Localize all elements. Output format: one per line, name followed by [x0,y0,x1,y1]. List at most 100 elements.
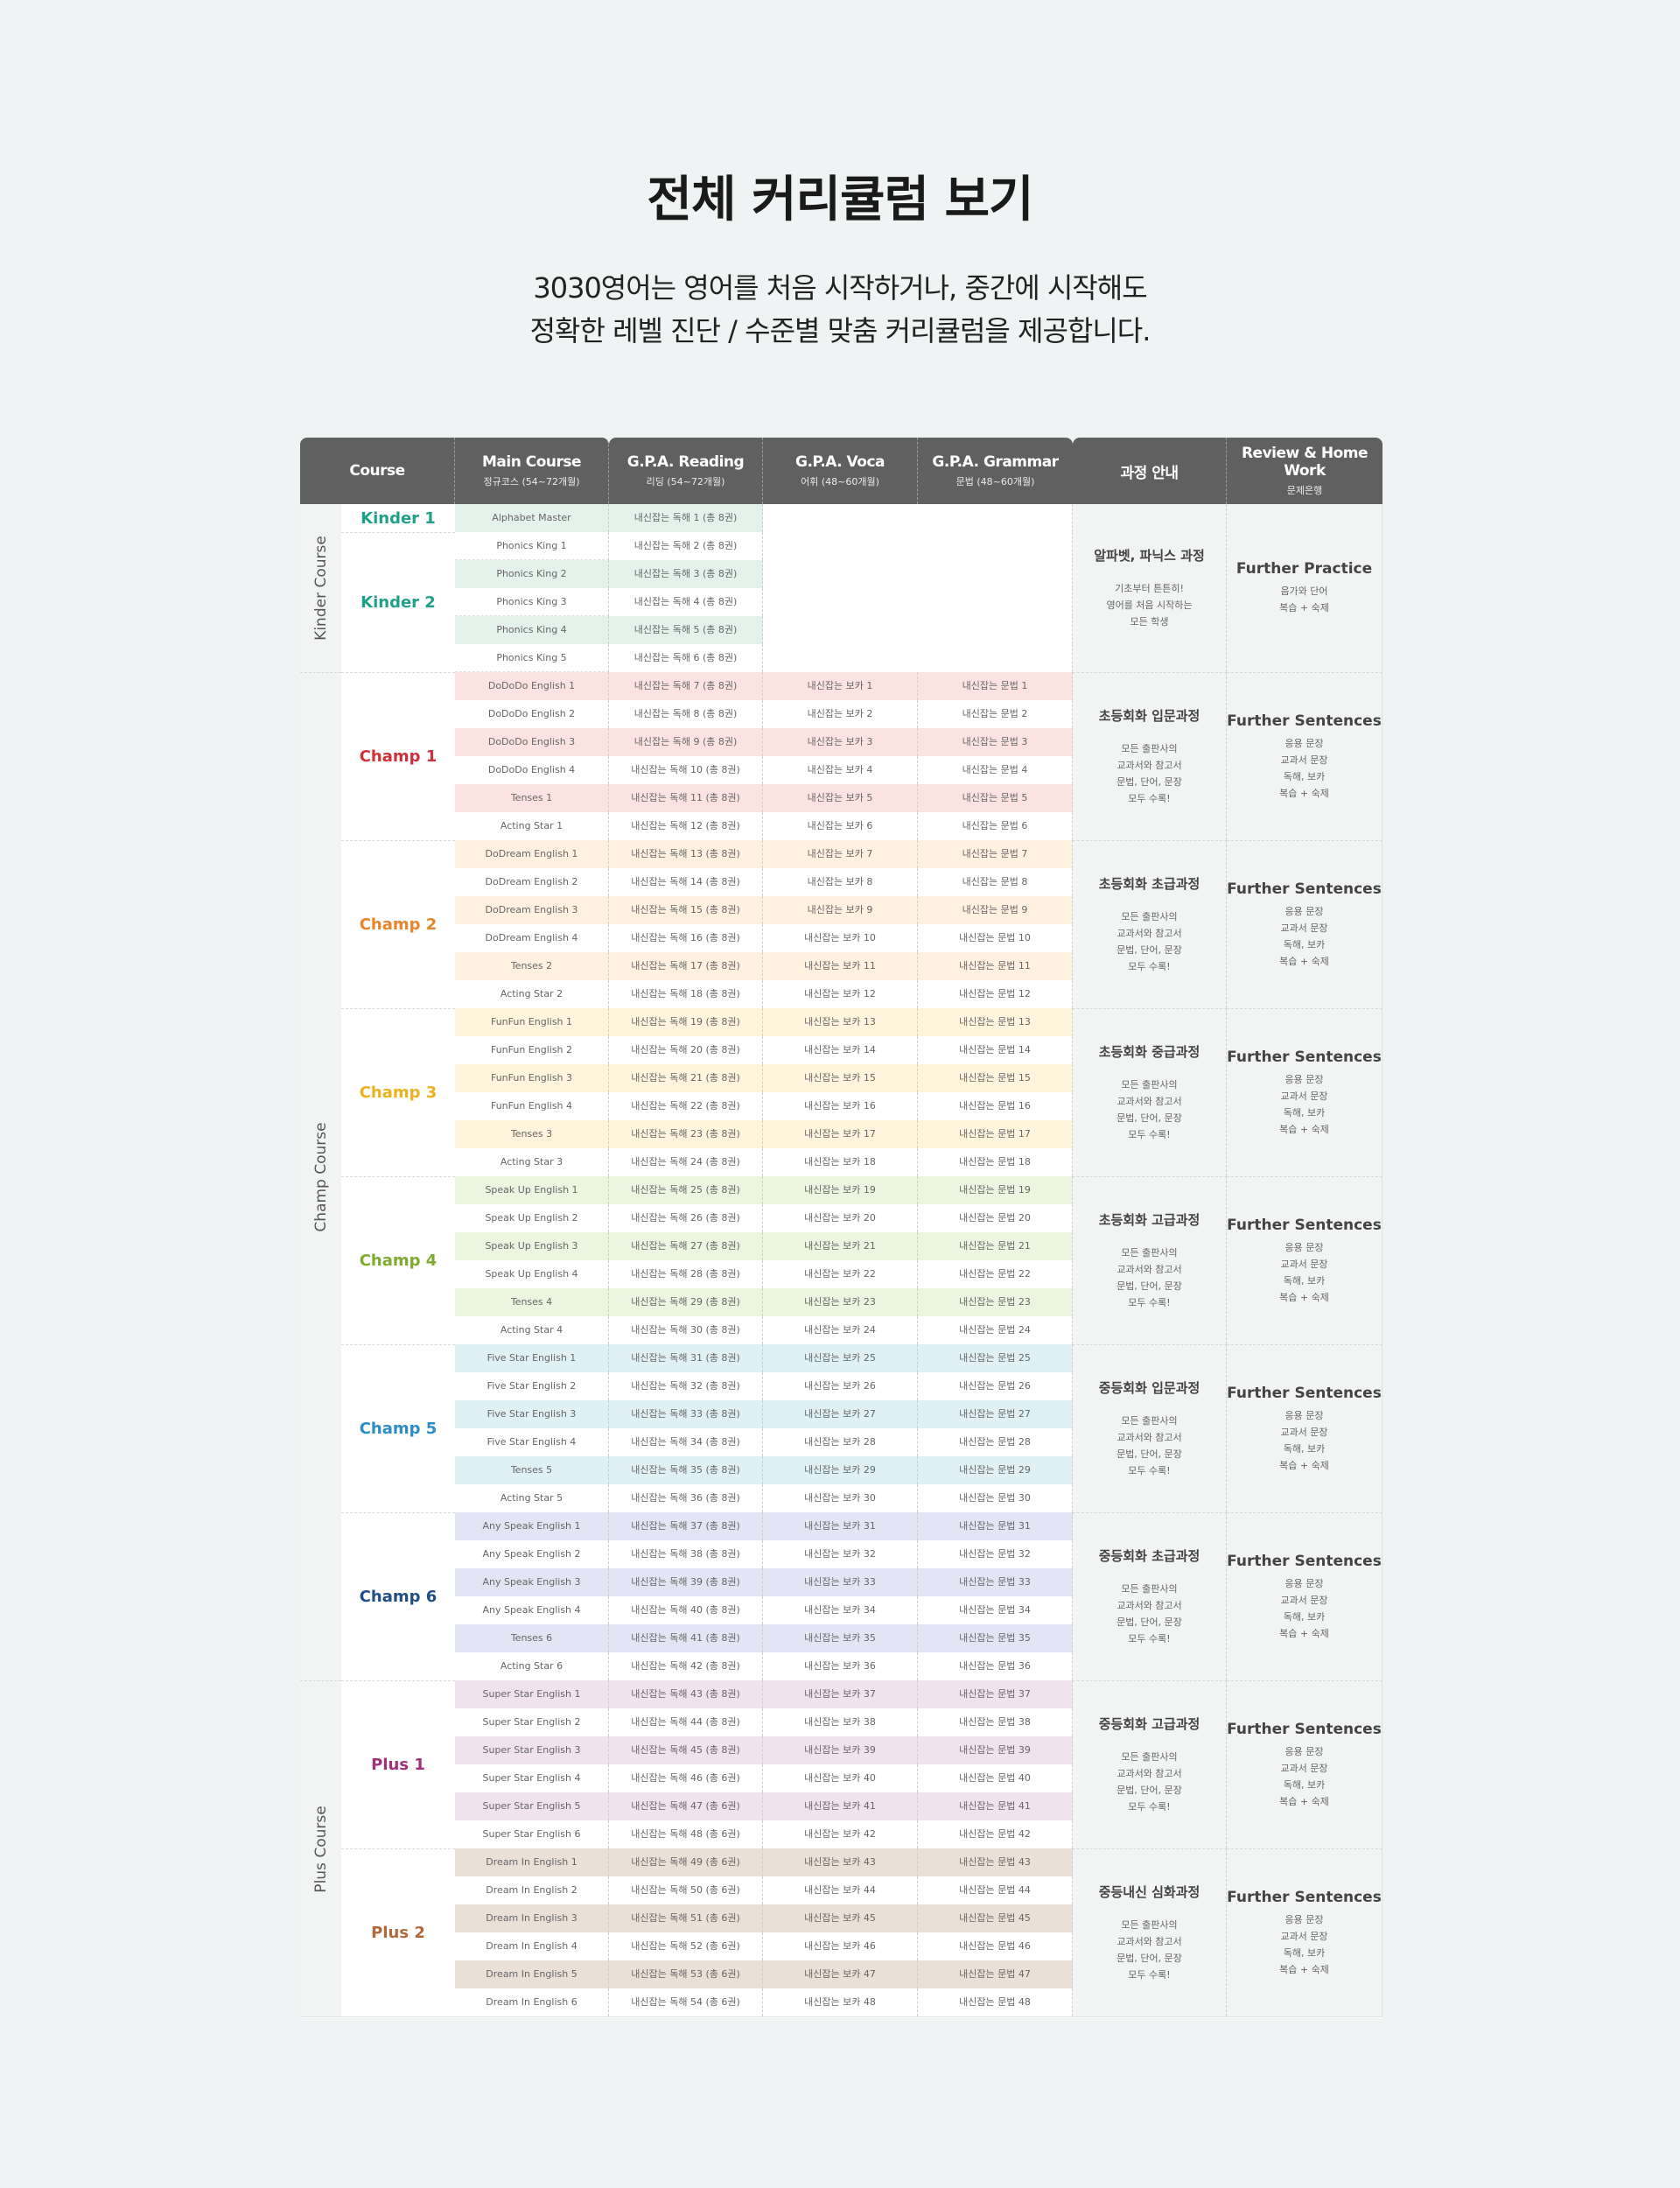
review-block: Further Sentences 응용 문장 교과서 문장 독해, 보카 복습 … [1227,1176,1382,1344]
main-course-cell: DoDream English 3 [455,896,609,924]
header-grammar-title: G.P.A. Grammar [932,453,1059,471]
grammar-cell: 내신잡는 문법 20 [918,1204,1073,1232]
review-block: Further Sentences 응용 문장 교과서 문장 독해, 보카 복습 … [1227,1680,1382,1848]
reading-cell: 내신잡는 독해 19 (총 8권) [609,1008,763,1036]
main-course-cell: DoDoDo English 1 [455,672,609,700]
main-course-cell: Tenses 4 [455,1288,609,1316]
reading-cell: 내신잡는 독해 30 (총 8권) [609,1316,763,1344]
grammar-cell: 내신잡는 문법 6 [918,812,1073,840]
reading-cell: 내신잡는 독해 54 (총 6권) [609,1988,763,2016]
grammar-cell: 내신잡는 문법 42 [918,1820,1073,1848]
review-title: Further Sentences [1227,1552,1382,1570]
course-info-title: 중등내신 심화과정 [1098,1884,1200,1900]
voca-cell: 내신잡는 보카 34 [763,1596,918,1624]
main-course-cell: DoDream English 1 [455,840,609,868]
grammar-cell: 내신잡는 문법 48 [918,1988,1073,2016]
voca-cell: 내신잡는 보카 15 [763,1064,918,1092]
course-info-title: 중등회화 고급과정 [1098,1716,1200,1732]
grammar-cell: 내신잡는 문법 9 [918,896,1073,924]
reading-cell: 내신잡는 독해 34 (총 8권) [609,1428,763,1456]
reading-cell: 내신잡는 독해 49 (총 6권) [609,1848,763,1876]
main-course-cell: Five Star English 4 [455,1428,609,1456]
table-row: Tenses 5 내신잡는 독해 35 (총 8권) 내신잡는 보카 29 내신잡는 … [455,1456,1073,1484]
course-group: Plus Course [300,1680,341,2016]
reading-cell: 내신잡는 독해 45 (총 8권) [609,1736,763,1764]
voca-cell: 내신잡는 보카 38 [763,1708,918,1736]
course-info-desc: 모든 출판사의 교과서와 참고서 문법, 단어, 문장 모두 수록! [1116,1079,1182,1140]
curriculum-table: Course Main Course 정규코스 (54~72개월) G.P.A.… [300,438,1382,2018]
reading-cell: 내신잡는 독해 29 (총 8권) [609,1288,763,1316]
voca-cell: 내신잡는 보카 31 [763,1512,918,1540]
review-desc: 응용 문장 교과서 문장 독해, 보카 복습 + 숙제 [1279,905,1329,967]
reading-cell: 내신잡는 독해 32 (총 8권) [609,1372,763,1400]
reading-cell: 내신잡는 독해 6 (총 8권) [609,644,763,672]
reading-cell: 내신잡는 독해 38 (총 8권) [609,1540,763,1568]
grammar-cell [918,560,1073,588]
table-row: Any Speak English 3 내신잡는 독해 39 (총 8권) 내신잡는… [455,1568,1073,1596]
table-bottom-border [300,2016,1382,2017]
grammar-cell: 내신잡는 문법 18 [918,1148,1073,1176]
course-info-desc: 모든 출판사의 교과서와 참고서 문법, 단어, 문장 모두 수록! [1116,1919,1182,1981]
reading-cell: 내신잡는 독해 4 (총 8권) [609,588,763,616]
main-course-cell: Any Speak English 4 [455,1596,609,1624]
course-info-title: 중등회화 초급과정 [1098,1548,1200,1564]
header-review-sub: 문제은행 [1286,485,1323,496]
voca-cell [763,644,918,672]
table-row: FunFun English 3 내신잡는 독해 21 (총 8권) 내신잡는 보카… [455,1064,1073,1092]
table-row: Alphabet Master 내신잡는 독해 1 (총 8권) [455,504,1073,532]
reading-cell: 내신잡는 독해 50 (총 6권) [609,1876,763,1904]
reading-cell: 내신잡는 독해 52 (총 6권) [609,1932,763,1960]
voca-cell: 내신잡는 보카 30 [763,1484,918,1512]
main-course-cell: Speak Up English 1 [455,1176,609,1204]
reading-cell: 내신잡는 독해 53 (총 6권) [609,1960,763,1988]
header-reading-sub: 리딩 (54~72개월) [646,476,725,487]
reading-cell: 내신잡는 독해 22 (총 8권) [609,1092,763,1120]
voca-cell [763,616,918,644]
grammar-cell: 내신잡는 문법 17 [918,1120,1073,1148]
grammar-cell: 내신잡는 문법 23 [918,1288,1073,1316]
table-row: Acting Star 6 내신잡는 독해 42 (총 8권) 내신잡는 보카 36… [455,1652,1073,1680]
table-row: Any Speak English 2 내신잡는 독해 38 (총 8권) 내신잡는… [455,1540,1073,1568]
grammar-cell: 내신잡는 문법 22 [918,1260,1073,1288]
grammar-cell: 내신잡는 문법 46 [918,1932,1073,1960]
reading-cell: 내신잡는 독해 43 (총 8권) [609,1680,763,1708]
main-course-cell: Phonics King 4 [455,616,609,644]
course-info-desc: 모든 출판사의 교과서와 참고서 문법, 단어, 문장 모두 수록! [1116,911,1182,972]
main-course-cell: Any Speak English 3 [455,1568,609,1596]
reading-cell: 내신잡는 독해 9 (총 8권) [609,728,763,756]
main-course-cell: Alphabet Master [455,504,609,532]
table-row: Dream In English 4 내신잡는 독해 52 (총 6권) 내신잡는 … [455,1932,1073,1960]
main-course-cell: Acting Star 5 [455,1484,609,1512]
voca-cell: 내신잡는 보카 33 [763,1568,918,1596]
voca-cell: 내신잡는 보카 7 [763,840,918,868]
voca-cell: 내신잡는 보카 6 [763,812,918,840]
table-row: DoDream English 4 내신잡는 독해 16 (총 8권) 내신잡는 보… [455,924,1073,952]
reading-cell: 내신잡는 독해 15 (총 8권) [609,896,763,924]
table-row: Acting Star 3 내신잡는 독해 24 (총 8권) 내신잡는 보카 18… [455,1148,1073,1176]
grammar-cell: 내신잡는 문법 30 [918,1484,1073,1512]
table-row: Tenses 3 내신잡는 독해 23 (총 8권) 내신잡는 보카 17 내신잡는 … [455,1120,1073,1148]
review-block: Further Sentences 응용 문장 교과서 문장 독해, 보카 복습 … [1227,672,1382,840]
table-row: DoDream English 2 내신잡는 독해 14 (총 8권) 내신잡는 보… [455,868,1073,896]
header-reading: G.P.A. Reading 리딩 (54~72개월) [609,438,763,504]
grammar-cell [918,588,1073,616]
review-desc: 응용 문장 교과서 문장 독해, 보카 복습 + 숙제 [1279,737,1329,799]
table-row: Acting Star 2 내신잡는 독해 18 (총 8권) 내신잡는 보카 12… [455,980,1073,1008]
grammar-cell [918,504,1073,532]
review-title: Further Sentences [1227,1888,1382,1906]
main-course-cell: DoDream English 4 [455,924,609,952]
grammar-cell: 내신잡는 문법 16 [918,1092,1073,1120]
course-info-title: 알파벳, 파닉스 과정 [1094,548,1205,564]
header-info-title: 과정 안내 [1120,464,1179,482]
review-title: Further Sentences [1227,1216,1382,1234]
reading-cell: 내신잡는 독해 42 (총 8권) [609,1652,763,1680]
reading-cell: 내신잡는 독해 51 (총 6권) [609,1904,763,1932]
main-course-cell: Phonics King 1 [455,532,609,560]
reading-cell: 내신잡는 독해 46 (총 6권) [609,1764,763,1792]
voca-cell [763,560,918,588]
main-course-cell: Dream In English 2 [455,1876,609,1904]
main-course-cell: Tenses 1 [455,784,609,812]
voca-cell: 내신잡는 보카 26 [763,1372,918,1400]
voca-cell: 내신잡는 보카 24 [763,1316,918,1344]
main-course-cell: Speak Up English 2 [455,1204,609,1232]
